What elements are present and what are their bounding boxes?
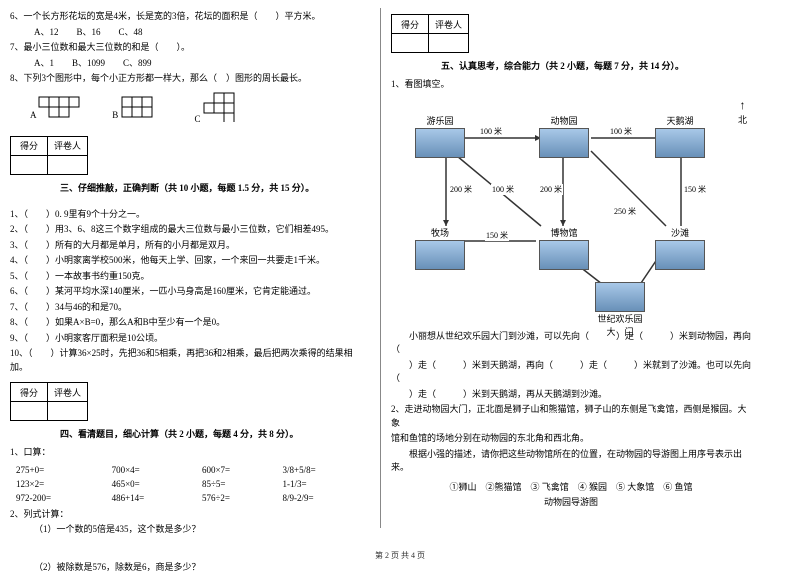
node-bowuguan: 博物馆 bbox=[539, 226, 589, 270]
dist-label: 150 米 bbox=[683, 184, 707, 195]
node-youle: 游乐园 bbox=[415, 114, 465, 158]
option-c: C bbox=[195, 92, 247, 124]
shape-b-icon bbox=[121, 96, 165, 118]
dist-label: 100 米 bbox=[479, 126, 503, 137]
photo-icon bbox=[595, 282, 645, 312]
left-column: 6、一个长方形花坛的宽是4米，长是宽的3倍，花坛的面积是（ ）平方米。 A、12… bbox=[0, 0, 380, 540]
photo-icon bbox=[655, 128, 705, 158]
judge-6: 6、（ ）某河平均水深140厘米，一匹小马身高是160厘米，它肯定能通过。 bbox=[10, 285, 370, 299]
node-dongwu: 动物园 bbox=[539, 114, 589, 158]
option-a: A bbox=[30, 96, 82, 120]
r-q1: 1、看图填空。 bbox=[391, 78, 751, 92]
node-shatan: 沙滩 bbox=[655, 226, 705, 270]
calc2-1: （1）一个数的5倍是435，这个数是多少？ bbox=[10, 523, 370, 537]
node-muchang: 牧场 bbox=[415, 226, 465, 270]
calc-title: 1、口算： bbox=[10, 446, 370, 460]
para1c: ）走（ ）米到天鹅湖，再从天鹅湖到沙滩。 bbox=[391, 388, 751, 402]
dist-label: 100 米 bbox=[491, 184, 515, 195]
score-box-3: 得分评卷人 bbox=[10, 136, 88, 175]
q7-options: A、1 B、1099 C、899 bbox=[10, 57, 370, 71]
judge-2: 2、（ ）用3、6、8这三个数字组成的最大三位数与最小三位数，它们相差495。 bbox=[10, 223, 370, 237]
judge-9: 9、（ ）小明家客厅面积是10公顷。 bbox=[10, 332, 370, 346]
section-3-title: 三、仔细推敲，正确判断（共 10 小题，每题 1.5 分，共 15 分）。 bbox=[60, 181, 370, 194]
judge-7: 7、（ ）34与46的和是70。 bbox=[10, 301, 370, 315]
map-diagram: ↑ 北 bbox=[391, 96, 751, 326]
photo-icon bbox=[655, 240, 705, 270]
dist-label: 200 米 bbox=[539, 184, 563, 195]
judge-3: 3、（ ）所有的大月都是单月，所有的小月都是双月。 bbox=[10, 239, 370, 253]
q7: 7、最小三位数和最大三位数的和是（ ）。 bbox=[10, 41, 370, 55]
q8: 8、下列3个图形中，每个小正方形都一样大，那么（ ）图形的周长最长。 bbox=[10, 72, 370, 86]
photo-icon bbox=[415, 240, 465, 270]
r-q2c: 根据小强的描述，请你把这些动物馆所在的位置，在动物园的导游图上用序号表示出来。 bbox=[391, 448, 751, 475]
calc-table: 275+0=700×4=600×7=3/8+5/8= 123×2=465×0=8… bbox=[10, 462, 370, 506]
r-q2b: 馆和鱼馆的场地分别在动物园的东北角和西北角。 bbox=[391, 432, 751, 446]
para1a: 小丽想从世纪欢乐园大门到沙滩，可以先向（ ）走（ ）米到动物园，再向（ bbox=[391, 330, 751, 357]
judge-10: 10、（ ）计算36×25时，先把36和5相乘，再把36和2相乘，最后把两次乘得… bbox=[10, 347, 370, 374]
right-column: 得分评卷人 五、认真思考，综合能力（共 2 小题，每题 7 分，共 14 分）。… bbox=[381, 0, 761, 540]
legend: ①狮山 ②熊猫馆 ③ 飞禽馆 ④ 猴园 ⑤ 大象馆 ⑥ 鱼馆 bbox=[391, 481, 751, 495]
judge-8: 8、（ ）如果A×B=0，那么A和B中至少有一个是0。 bbox=[10, 316, 370, 330]
calc2-title: 2、列式计算： bbox=[10, 508, 370, 522]
section-4-title: 四、看清题目，细心计算（共 2 小题，每题 4 分，共 8 分）。 bbox=[60, 427, 370, 440]
section-5-title: 五、认真思考，综合能力（共 2 小题，每题 7 分，共 14 分）。 bbox=[441, 59, 751, 72]
score-box-5: 得分评卷人 bbox=[391, 14, 469, 53]
judge-5: 5、（ ）一本故事书约重150克。 bbox=[10, 270, 370, 284]
option-b: B bbox=[112, 96, 164, 120]
shape-a-icon bbox=[38, 96, 82, 118]
score-box-4: 得分评卷人 bbox=[10, 382, 88, 421]
shape-c-icon bbox=[203, 92, 247, 122]
calc2-2: （2）被除数是576，除数是6，商是多少？ bbox=[10, 561, 370, 574]
r-q2a: 2、走进动物园大门，正北面是狮子山和熊猫馆，狮子山的东侧是飞禽馆，西侧是猴园。大… bbox=[391, 403, 751, 430]
dist-label: 100 米 bbox=[609, 126, 633, 137]
photo-icon bbox=[415, 128, 465, 158]
judge-4: 4、（ ）小明家离学校500米，他每天上学、回家，一个来回一共要走1千米。 bbox=[10, 254, 370, 268]
q6: 6、一个长方形花坛的宽是4米，长是宽的3倍，花坛的面积是（ ）平方米。 bbox=[10, 10, 370, 24]
legend-title: 动物园导游图 bbox=[391, 496, 751, 510]
para1b: ）走（ ）米到天鹅湖，再向（ ）走（ ）米就到了沙滩。也可以先向（ bbox=[391, 359, 751, 386]
dist-label: 150 米 bbox=[485, 230, 509, 241]
node-tianehu: 天鹅湖 bbox=[655, 114, 705, 158]
dist-label: 250 米 bbox=[613, 206, 637, 217]
page-footer: 第 2 页 共 4 页 bbox=[0, 550, 800, 561]
judge-1: 1、（ ）0. 9里有9个十分之一。 bbox=[10, 208, 370, 222]
q6-options: A、12 B、16 C、48 bbox=[10, 26, 370, 40]
node-gate: 世纪欢乐园 大 门 bbox=[595, 282, 645, 339]
dist-label: 200 米 bbox=[449, 184, 473, 195]
photo-icon bbox=[539, 128, 589, 158]
shape-options: A B C bbox=[30, 92, 370, 124]
photo-icon bbox=[539, 240, 589, 270]
